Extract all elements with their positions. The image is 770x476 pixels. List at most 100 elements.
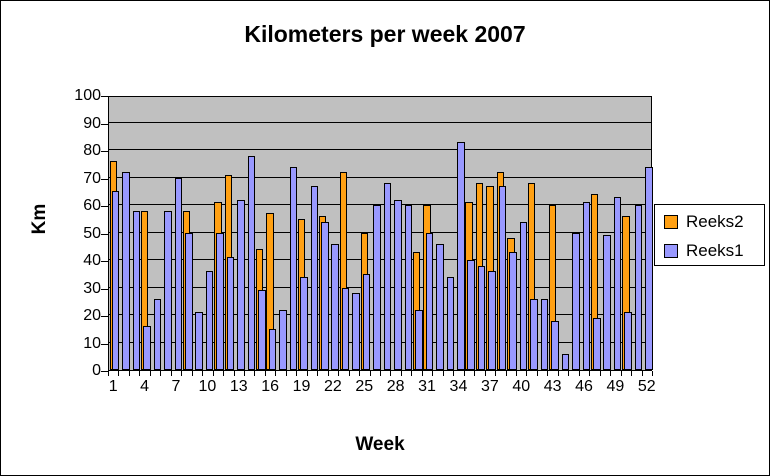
y-tick: [101, 316, 108, 317]
x-tick-label: 52: [637, 378, 656, 395]
x-tick-label: 46: [575, 378, 593, 395]
x-tick: [317, 371, 319, 376]
x-tick: [306, 371, 308, 376]
x-tick: [484, 371, 486, 376]
y-tick-label: 80: [83, 142, 101, 159]
bar-reeks1-week-43: [551, 320, 559, 370]
bar-reeks1-week-52: [645, 166, 653, 370]
bar-reeks1-week-28: [394, 199, 402, 370]
x-tick: [202, 371, 204, 376]
y-tick-label: 40: [83, 252, 101, 269]
bar-reeks1-week-38: [498, 185, 507, 370]
bar-reeks1-week-1: [111, 191, 120, 370]
x-tick-label: 7: [171, 378, 181, 395]
x-tick: [223, 371, 225, 376]
x-tick: [108, 371, 109, 376]
bar-reeks1-week-33: [446, 276, 455, 370]
bar-reeks1-week-13: [237, 199, 245, 370]
x-tick: [338, 371, 340, 376]
x-tick: [264, 371, 266, 376]
x-tick: [505, 371, 507, 376]
y-tick: [101, 371, 108, 372]
bar-reeks1-week-5: [153, 298, 162, 370]
x-tick: [631, 371, 633, 376]
x-tick: [495, 371, 497, 376]
x-tick-label: 1: [108, 378, 118, 395]
bar-reeks1-week-26: [373, 205, 381, 370]
x-tick-label: 49: [606, 378, 625, 395]
x-tick: [547, 371, 549, 376]
bar-reeks1-week-29: [404, 205, 413, 370]
bar-reeks1-week-2: [122, 172, 130, 370]
y-tick: [101, 123, 108, 125]
bar-reeks1-week-9: [195, 312, 203, 370]
bar-reeks1-week-44: [561, 353, 570, 370]
x-tick-label: 43: [543, 378, 562, 395]
x-tick: [285, 371, 287, 376]
x-axis-title: Week: [355, 434, 405, 455]
bar-reeks1-week-35: [467, 260, 475, 370]
chart-title: Kilometers per week 2007: [244, 21, 526, 47]
x-tick: [421, 371, 423, 376]
y-tick-label: 70: [83, 169, 101, 187]
x-tick: [254, 371, 256, 376]
x-tick: [160, 371, 162, 376]
x-tick-label: 19: [292, 378, 311, 395]
x-tick: [170, 371, 172, 376]
x-tick-label: 25: [355, 378, 374, 395]
x-tick-label: 37: [480, 378, 499, 395]
x-tick: [327, 371, 329, 376]
x-tick: [557, 371, 559, 376]
x-tick: [536, 371, 538, 376]
y-tick: [101, 151, 108, 152]
x-tick: [233, 371, 235, 376]
reeks1-swatch-icon: [664, 243, 678, 258]
bar-reeks1-week-24: [352, 293, 360, 370]
bar-reeks1-week-37: [488, 271, 496, 370]
x-tick: [453, 371, 455, 376]
x-tick: [191, 371, 193, 376]
bar-reeks1-week-7: [174, 177, 183, 370]
x-tick-label: 4: [140, 378, 150, 395]
bar-reeks1-week-42: [540, 298, 549, 370]
bar-reeks1-week-34: [457, 141, 465, 370]
y-tick-label: 50: [83, 224, 101, 242]
x-tick: [128, 371, 130, 376]
x-tick: [578, 371, 580, 376]
plot-area: [108, 96, 653, 371]
x-tick: [620, 371, 622, 376]
y-tick: [101, 96, 108, 97]
x-tick: [526, 371, 528, 376]
bar-reeks1-week-51: [634, 205, 643, 370]
x-tick-label: 13: [229, 378, 248, 395]
x-tick: [139, 371, 141, 376]
bar-reeks1-week-27: [383, 183, 392, 370]
bar-reeks1-week-11: [216, 232, 224, 370]
bar-reeks1-week-36: [477, 265, 486, 370]
x-tick: [390, 371, 392, 376]
x-tick: [589, 371, 591, 376]
x-tick: [432, 371, 434, 376]
x-tick: [516, 371, 517, 376]
x-tick: [474, 371, 476, 376]
legend-label: Reeks1: [686, 241, 744, 260]
y-tick: [101, 178, 108, 180]
y-axis-title: Km: [29, 203, 50, 235]
bar-reeks1-week-10: [205, 271, 214, 370]
y-tick-label: 20: [83, 307, 101, 324]
bar-reeks1-week-47: [593, 317, 601, 370]
x-tick: [641, 371, 643, 376]
x-tick-label: 28: [386, 378, 405, 395]
gridline: [109, 149, 651, 150]
bar-reeks1-week-6: [164, 210, 172, 370]
x-tick: [652, 371, 653, 376]
bar-reeks1-week-31: [425, 232, 434, 370]
reeks2-swatch-icon: [664, 214, 678, 229]
bar-reeks1-week-49: [613, 196, 622, 370]
bar-reeks1-week-30: [415, 309, 423, 370]
bar-reeks1-week-22: [331, 243, 339, 370]
x-tick: [296, 371, 298, 376]
gridline: [109, 204, 651, 205]
x-tick-label: 16: [261, 378, 280, 395]
